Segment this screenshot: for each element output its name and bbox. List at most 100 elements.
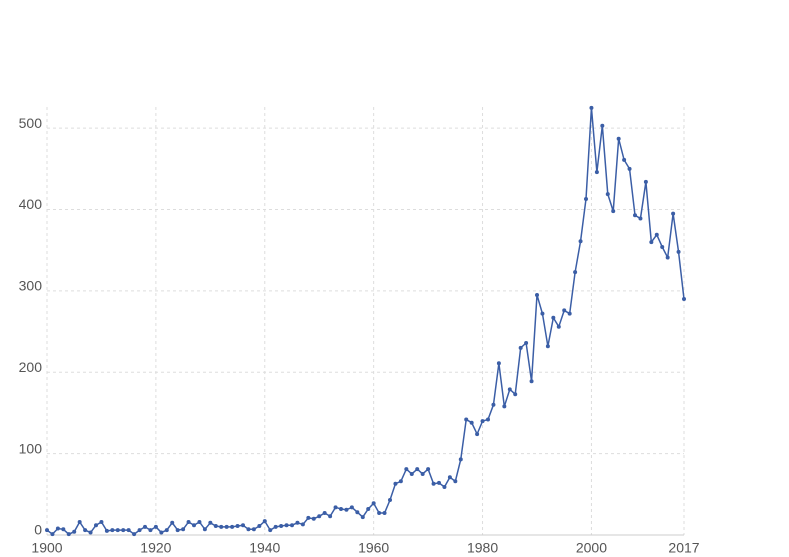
- point: [159, 530, 164, 535]
- point: [573, 270, 578, 275]
- x-tick-label: 1940: [249, 540, 280, 556]
- y-tick-label: 400: [19, 196, 43, 212]
- point: [235, 524, 240, 529]
- point: [475, 432, 480, 437]
- point: [611, 209, 616, 214]
- y-tick-label: 200: [19, 359, 43, 375]
- point: [115, 528, 120, 533]
- y-tick-label: 500: [19, 115, 43, 131]
- point: [682, 297, 686, 302]
- point: [284, 523, 289, 528]
- point: [110, 528, 115, 533]
- point: [382, 511, 387, 516]
- point: [268, 528, 273, 533]
- point: [349, 505, 354, 510]
- point: [529, 379, 534, 384]
- point: [507, 387, 512, 392]
- y-tick-label: 0: [34, 522, 42, 538]
- point: [600, 123, 605, 128]
- point: [486, 417, 490, 422]
- point: [491, 402, 496, 407]
- point: [420, 471, 425, 476]
- point: [279, 524, 284, 529]
- point: [649, 240, 654, 245]
- point: [584, 196, 588, 201]
- point: [251, 527, 256, 532]
- point: [230, 524, 235, 529]
- point: [72, 529, 77, 534]
- point: [502, 404, 507, 409]
- point: [311, 516, 316, 521]
- point: [447, 475, 452, 480]
- point: [202, 527, 207, 532]
- point: [442, 484, 447, 489]
- y-tick-label: 300: [19, 278, 43, 294]
- point: [398, 479, 403, 484]
- point: [464, 417, 469, 422]
- point: [88, 530, 93, 535]
- point: [404, 467, 409, 472]
- point: [665, 255, 670, 260]
- point: [322, 511, 327, 516]
- point: [94, 523, 98, 528]
- point: [241, 523, 245, 528]
- point: [55, 526, 60, 531]
- point: [480, 419, 485, 424]
- point: [616, 136, 621, 141]
- x-tick-label: 1980: [467, 540, 498, 556]
- point: [393, 481, 398, 486]
- point: [208, 520, 213, 525]
- point: [273, 524, 278, 529]
- point: [257, 524, 262, 529]
- point: [45, 528, 49, 533]
- x-tick-label: 1900: [31, 540, 62, 556]
- point: [518, 345, 523, 350]
- point: [360, 515, 365, 520]
- point: [377, 511, 382, 516]
- point: [545, 344, 550, 349]
- point: [540, 311, 545, 316]
- point: [181, 527, 186, 532]
- point: [290, 523, 294, 528]
- point: [469, 420, 474, 425]
- y-tick-label: 100: [19, 440, 43, 456]
- point: [344, 507, 349, 512]
- point: [143, 524, 147, 529]
- point: [77, 519, 82, 524]
- point: [371, 501, 376, 506]
- point: [660, 244, 665, 249]
- point: [104, 528, 109, 533]
- point: [589, 105, 594, 110]
- point: [627, 166, 632, 171]
- point: [671, 211, 676, 216]
- point: [633, 213, 637, 218]
- point: [121, 528, 126, 533]
- point: [638, 216, 643, 221]
- point: [654, 232, 659, 237]
- point: [164, 528, 169, 533]
- point: [513, 392, 518, 397]
- point: [388, 498, 392, 503]
- point: [431, 481, 436, 486]
- point: [415, 467, 420, 472]
- point: [594, 170, 599, 175]
- point: [339, 506, 343, 511]
- point: [409, 471, 414, 476]
- point: [300, 522, 305, 527]
- point: [132, 532, 137, 537]
- point: [551, 315, 556, 320]
- point: [643, 179, 648, 184]
- point: [295, 520, 300, 525]
- point: [306, 515, 311, 520]
- point: [333, 505, 338, 510]
- point: [175, 528, 180, 533]
- point: [458, 457, 463, 462]
- point: [66, 532, 71, 537]
- point: [246, 527, 251, 532]
- point: [262, 519, 267, 524]
- point: [578, 239, 583, 244]
- x-tick-label: 2017: [668, 540, 699, 556]
- x-tick-label: 1960: [358, 540, 389, 556]
